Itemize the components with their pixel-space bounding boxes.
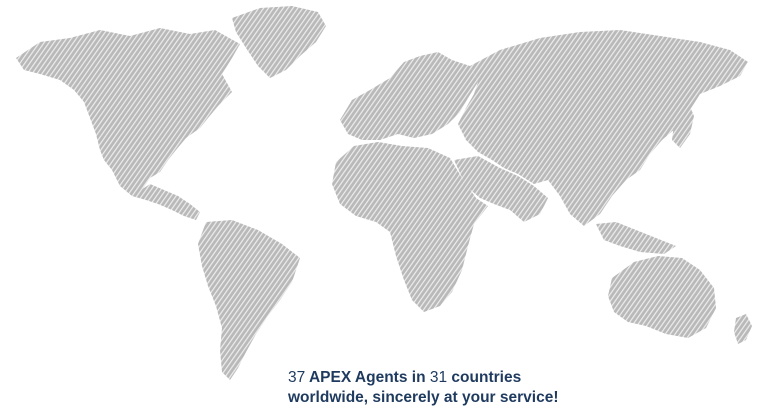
caption-line-1: 37 APEX Agents in 31 countries bbox=[288, 368, 559, 388]
japan bbox=[672, 102, 694, 148]
central-america bbox=[132, 184, 200, 220]
asia bbox=[458, 30, 748, 226]
southeast-asia bbox=[596, 222, 676, 254]
europe bbox=[340, 52, 478, 140]
africa bbox=[332, 142, 488, 312]
agents-caption: 37 APEX Agents in 31 countries worldwide… bbox=[288, 368, 559, 408]
greenland bbox=[232, 6, 326, 78]
agents-count: 37 bbox=[288, 369, 306, 386]
new-zealand bbox=[734, 314, 752, 344]
countries-text: countries bbox=[451, 369, 522, 386]
north-america bbox=[16, 28, 240, 196]
south-america bbox=[198, 220, 300, 380]
south-asia bbox=[454, 156, 548, 222]
australia bbox=[608, 256, 716, 338]
agents-text: APEX Agents in bbox=[308, 369, 426, 386]
countries-count: 31 bbox=[429, 369, 448, 386]
caption-line-2: worldwide, sincerely at your service! bbox=[288, 389, 559, 406]
